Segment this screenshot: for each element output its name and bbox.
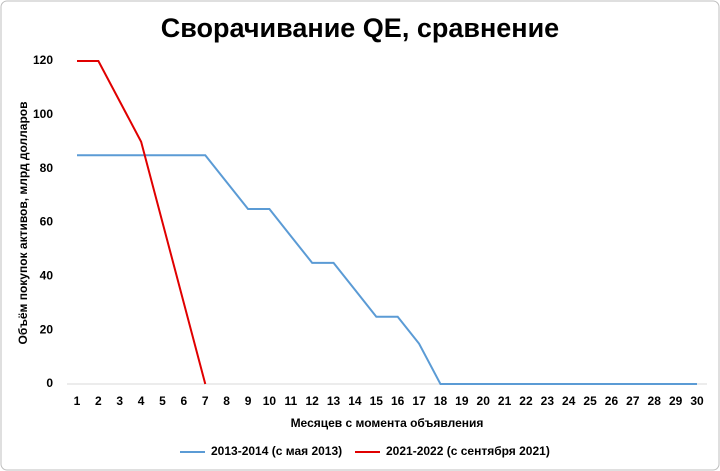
y-tick-label: 80 [40,161,54,175]
data-line [77,60,207,385]
x-tick-label: 26 [605,394,619,408]
legend-label: 2013-2014 (с мая 2013) [211,444,342,458]
x-tick-label: 2 [95,394,102,408]
y-tick-label: 60 [40,215,54,229]
x-tick-label: 10 [263,394,277,408]
x-tick-label: 18 [434,394,448,408]
x-tick-label: 28 [648,394,662,408]
x-tick-label: 13 [327,394,341,408]
x-tick-label: 11 [284,394,297,408]
data-line [77,154,697,385]
x-tick-label: 5 [159,394,166,408]
x-tick-label: 27 [626,394,640,408]
x-tick-label: 22 [519,394,533,408]
x-tick-label: 17 [412,394,426,408]
x-tick-label: 12 [305,394,319,408]
x-tick-label: 24 [562,394,576,408]
x-tick-label: 23 [541,394,555,408]
x-tick-label: 9 [245,394,252,408]
y-axis-label: Объём покупок активов, млрд долларов [16,101,30,344]
x-tick-label: 16 [391,394,405,408]
y-tick-label: 40 [40,269,54,283]
y-tick-label: 120 [33,53,53,67]
chart-title: Сворачивание QE, сравнение [161,13,559,43]
x-tick-label: 7 [202,394,209,408]
x-tick-label: 19 [455,394,469,408]
x-tick-label: 8 [223,394,230,408]
x-tick-label: 14 [348,394,362,408]
x-tick-label: 1 [74,394,81,408]
x-tick-label: 3 [116,394,123,408]
x-tick-label: 6 [181,394,188,408]
x-tick-label: 4 [138,394,145,408]
x-tick-label: 25 [583,394,597,408]
x-tick-label: 21 [498,394,512,408]
x-tick-label: 20 [477,394,491,408]
x-tick-label: 30 [690,394,704,408]
y-tick-label: 100 [33,107,53,121]
y-tick-label: 20 [40,322,54,336]
y-tick-label: 0 [46,376,53,390]
legend-label: 2021-2022 (с сентября 2021) [386,444,550,458]
x-tick-label: 15 [370,394,384,408]
x-axis-label: Месяцев с момента объявления [291,416,484,430]
x-tick-label: 29 [669,394,683,408]
